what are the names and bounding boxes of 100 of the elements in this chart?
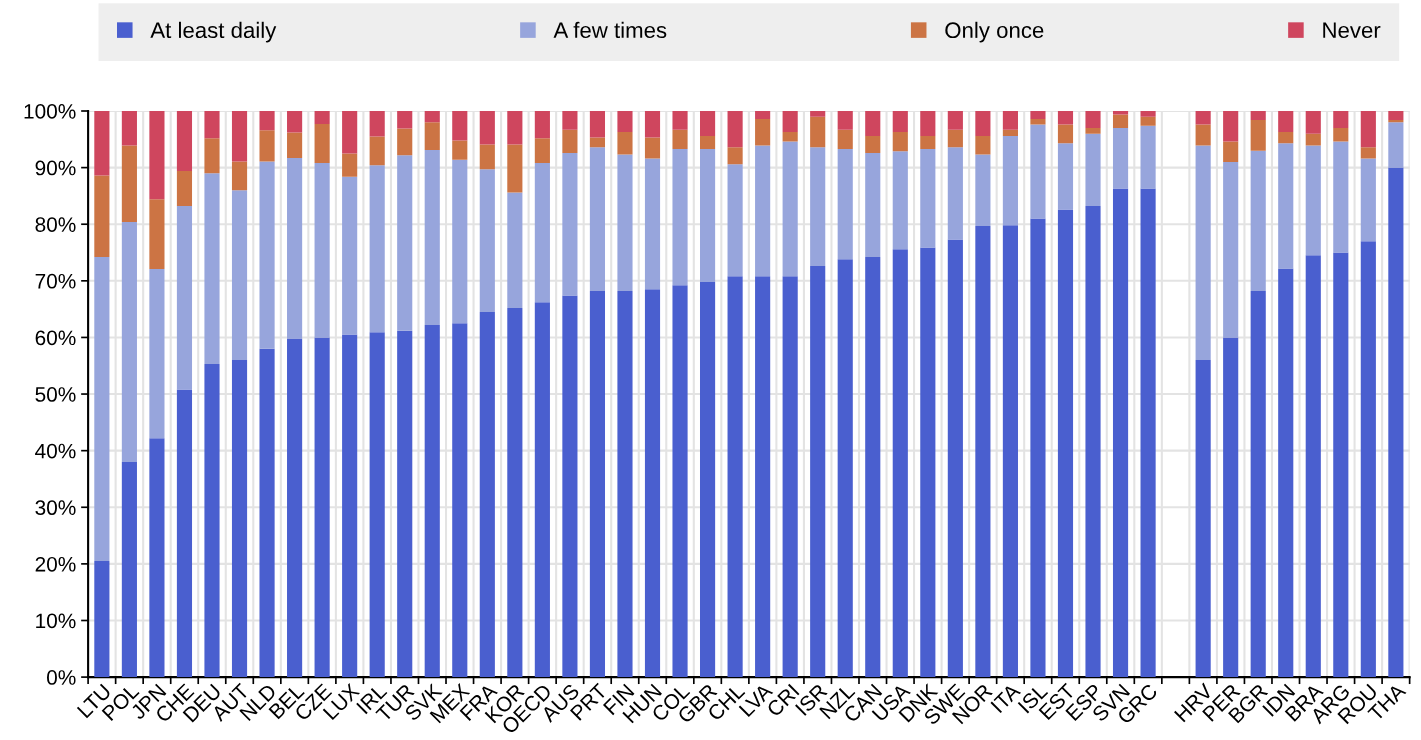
- bar: [865, 111, 881, 136]
- y-tick-label: 50%: [35, 387, 76, 402]
- bar: [589, 147, 606, 292]
- bar: [617, 154, 633, 292]
- bar: [1085, 133, 1101, 207]
- bar: [1360, 147, 1376, 159]
- bar: [424, 150, 440, 325]
- bar: [342, 153, 358, 177]
- bar: [94, 257, 110, 562]
- bar: [1140, 125, 1156, 189]
- bar: [1057, 143, 1074, 210]
- bar: [865, 152, 881, 258]
- bar: [397, 155, 413, 331]
- bar: [259, 348, 275, 678]
- bar: [1333, 127, 1349, 142]
- bar: [1305, 133, 1321, 146]
- bar: [837, 259, 853, 678]
- bar: [672, 129, 688, 149]
- bar: [947, 111, 963, 130]
- bar: [1140, 188, 1156, 678]
- bar: [920, 135, 936, 149]
- bar: [121, 221, 137, 462]
- bar: [342, 176, 358, 335]
- bar: [507, 144, 523, 193]
- bar: [507, 192, 523, 308]
- bar: [507, 111, 523, 145]
- bar: [1195, 145, 1211, 361]
- bar: [1278, 143, 1294, 269]
- bar: [892, 111, 908, 132]
- bar: [176, 206, 193, 390]
- bar: [1305, 111, 1321, 134]
- bar: [617, 291, 633, 678]
- bar: [314, 337, 330, 678]
- bar: [534, 111, 550, 139]
- bar: [287, 132, 303, 158]
- bar: [204, 173, 220, 365]
- bar: [231, 111, 248, 162]
- bar: [727, 111, 743, 148]
- bar: [975, 135, 991, 155]
- bar: [782, 276, 798, 678]
- bar: [975, 154, 991, 226]
- bar: [562, 152, 578, 296]
- bar: [149, 268, 165, 439]
- bar: [94, 175, 110, 258]
- y-tick-label: 10%: [36, 613, 76, 629]
- bar: [1250, 291, 1266, 678]
- bar: [369, 136, 385, 166]
- bar: [94, 111, 110, 176]
- bar: [589, 137, 606, 148]
- bar: [1030, 118, 1046, 125]
- bar: [1140, 116, 1156, 126]
- bar: [231, 161, 248, 191]
- bar: [1278, 268, 1294, 678]
- bar: [1388, 122, 1404, 168]
- bar: [1278, 111, 1294, 132]
- bar: [149, 438, 165, 678]
- bar: [892, 151, 908, 250]
- bar: [369, 165, 385, 333]
- bar: [424, 111, 440, 123]
- bar: [314, 163, 330, 338]
- bar: [589, 111, 606, 138]
- bar: [920, 148, 936, 248]
- bar: [369, 332, 385, 678]
- bar: [617, 131, 633, 155]
- bar: [727, 164, 743, 277]
- bar: [479, 144, 495, 170]
- bar: [975, 225, 991, 678]
- bar: [589, 291, 606, 678]
- bar: [644, 111, 661, 138]
- bar: [644, 289, 661, 678]
- bar: [424, 324, 440, 678]
- bar: [672, 111, 688, 130]
- bar: [1360, 111, 1376, 148]
- bar: [1140, 111, 1156, 117]
- bar: [1030, 124, 1046, 219]
- bar: [1030, 111, 1046, 119]
- bar: [121, 111, 137, 146]
- bar: [1388, 167, 1404, 678]
- bar: [810, 147, 826, 267]
- bar: [287, 338, 303, 678]
- bar: [287, 111, 303, 133]
- bar: [975, 111, 991, 136]
- bar: [892, 249, 908, 678]
- bar: [452, 323, 468, 678]
- bar: [865, 135, 881, 153]
- bar: [1195, 111, 1211, 125]
- y-tick-label: 20%: [35, 556, 76, 572]
- bar: [1333, 252, 1349, 678]
- bar: [727, 276, 743, 678]
- bar: [700, 281, 716, 678]
- bar: [562, 295, 578, 678]
- bar: [287, 157, 303, 339]
- bar: [1085, 127, 1101, 134]
- bar: [342, 334, 358, 678]
- bar: [204, 111, 220, 139]
- bar: [259, 130, 275, 162]
- bar: [837, 111, 853, 130]
- bar: [1223, 141, 1239, 162]
- y-tick-label: 0%: [47, 670, 76, 685]
- bar: [782, 111, 798, 132]
